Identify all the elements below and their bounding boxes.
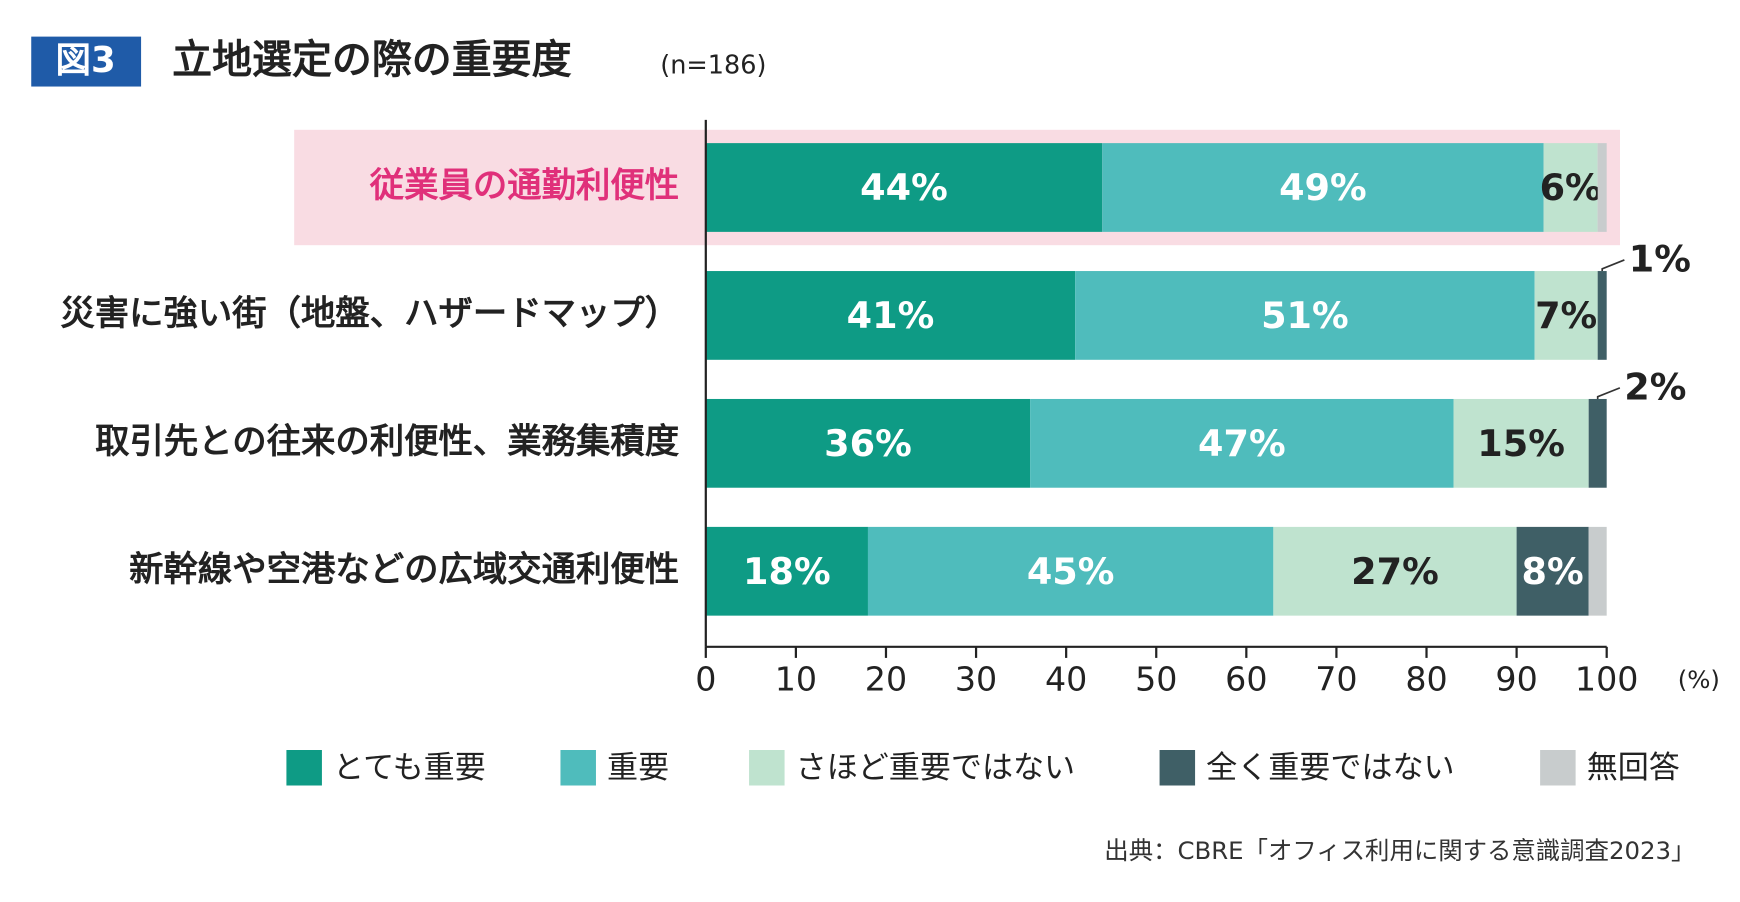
x-tick-label: 50 (1135, 660, 1177, 699)
value-label: 8% (1522, 550, 1584, 593)
legend-label: 無回答 (1587, 750, 1680, 786)
bar-segment (1588, 398, 1607, 488)
value-label: 1% (1629, 238, 1691, 281)
value-label: 2% (1624, 365, 1686, 408)
bar-segment (1273, 526, 1517, 616)
bar-segment (1597, 271, 1607, 360)
x-tick-label: 40 (1045, 660, 1087, 699)
value-label: 44% (860, 166, 948, 209)
badge-box (31, 36, 142, 87)
value-label: 36% (824, 422, 912, 465)
value-label: 15% (1477, 422, 1565, 465)
value-label: 47% (1198, 422, 1286, 465)
legend-swatch (1159, 750, 1196, 786)
value-label: 49% (1279, 166, 1367, 209)
bar-segment (705, 271, 1076, 360)
x-tick-label: 20 (865, 660, 907, 699)
value-label: 27% (1351, 550, 1439, 593)
bar-segment (1030, 398, 1454, 488)
legend-label: 重要 (607, 750, 669, 786)
legend-label: さほど重要ではない (796, 750, 1075, 786)
legend-label: 全く重要ではない (1206, 750, 1454, 786)
bar-segment (705, 526, 868, 616)
category-label: 災害に強い街（地盤、ハザードマップ） (60, 294, 679, 334)
category-label: 新幹線や空港などの広域交通利便性 (129, 550, 679, 590)
legend-swatch (749, 750, 785, 786)
bar-segment (1543, 143, 1598, 232)
value-label: 18% (743, 550, 831, 593)
legend-swatch (1540, 750, 1576, 786)
value-label: 51% (1261, 294, 1349, 337)
bar-segment (705, 398, 1031, 488)
legend-label: とても重要 (333, 750, 486, 786)
value-label: 6% (1540, 166, 1602, 209)
x-tick-label: 90 (1495, 660, 1537, 699)
x-unit: (%) (1678, 665, 1720, 694)
legend-swatch (560, 750, 596, 786)
bar-segment (1102, 143, 1544, 232)
leader-line (1596, 387, 1621, 399)
x-tick-label: 10 (775, 660, 817, 699)
bar-segment (1516, 526, 1589, 616)
bar-segment (705, 143, 1103, 232)
value-label: 45% (1027, 550, 1115, 593)
chart-title: 立地選定の際の重要度 (172, 37, 571, 83)
bar-segment (1075, 271, 1535, 360)
source: 出典：CBRE「オフィス利用に関する意識調査2023」 (1104, 836, 1695, 865)
x-tick-label: 80 (1405, 660, 1447, 699)
bar-segment (867, 526, 1274, 616)
x-tick-label: 100 (1575, 660, 1639, 699)
bar-segment (1588, 526, 1607, 616)
bar-segment (1453, 398, 1589, 488)
x-tick-label: 30 (955, 660, 997, 699)
category-label: 取引先との往来の利便性、業務集積度 (95, 422, 680, 462)
category-label: 従業員の通勤利便性 (369, 166, 679, 206)
leader-line (1601, 259, 1625, 272)
x-tick-label: 60 (1225, 660, 1267, 699)
x-tick-label: 0 (695, 660, 716, 699)
legend-swatch (286, 750, 322, 786)
value-label: 7% (1535, 294, 1597, 337)
subtitle: (n=186) (660, 51, 766, 81)
value-label: 41% (847, 294, 935, 337)
bar-segment (1597, 143, 1607, 232)
x-tick-label: 70 (1315, 660, 1357, 699)
bar-segment (1534, 271, 1598, 360)
badge: 図3 (56, 40, 116, 81)
